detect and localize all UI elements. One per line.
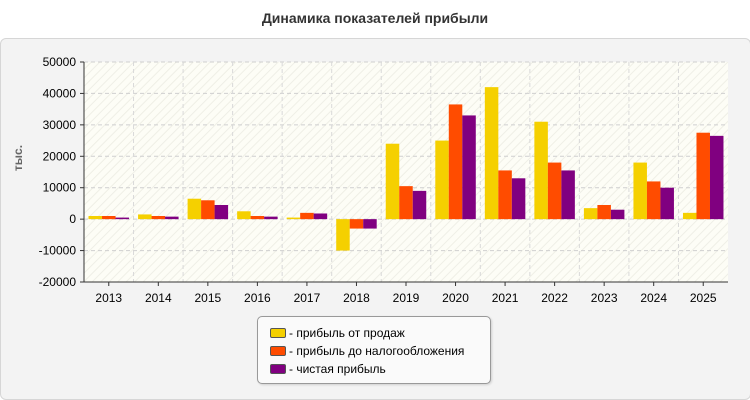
bar — [102, 216, 116, 220]
x-tick-label: 2017 — [294, 291, 321, 305]
bars-layer — [88, 87, 724, 251]
bar — [696, 132, 710, 220]
plot-area — [84, 62, 728, 282]
x-tick-label: 2025 — [690, 291, 717, 305]
bar — [115, 217, 130, 220]
bar — [511, 178, 526, 220]
bar — [646, 181, 661, 220]
labels-layer: 50000 40000 30000 20000 10000 0 -10000 -20000 20… — [39, 55, 717, 305]
legend-label-pretax: - прибыль до налогообложения — [289, 344, 465, 358]
legend-swatch-net — [270, 364, 286, 374]
axis-layer — [80, 61, 728, 286]
legend-item-sales: - прибыль от продаж — [270, 325, 405, 341]
y-tick-label: 10000 — [43, 181, 77, 195]
bar — [534, 121, 548, 220]
y-tick-label: 0 — [69, 212, 76, 226]
bar — [399, 186, 413, 220]
legend-swatch-pretax — [270, 346, 286, 356]
x-tick-label: 2022 — [541, 291, 568, 305]
bar — [448, 104, 463, 220]
x-tick-label: 2018 — [343, 291, 370, 305]
y-tick-label: -20000 — [39, 275, 77, 289]
bar — [237, 211, 251, 220]
y-axis-label: тыс. — [11, 145, 25, 171]
x-tick-label: 2013 — [95, 291, 122, 305]
x-tick-label: 2016 — [244, 291, 271, 305]
bar — [462, 115, 476, 220]
bar — [313, 213, 328, 220]
chart-title: Динамика показателей прибыли — [261, 10, 489, 26]
bar — [660, 187, 674, 220]
bar — [286, 217, 301, 220]
bar — [412, 190, 427, 220]
bar — [336, 219, 350, 251]
bar — [250, 216, 265, 220]
bar — [583, 208, 598, 220]
x-tick-label: 2015 — [194, 291, 221, 305]
bar — [633, 162, 647, 220]
bar — [484, 87, 499, 220]
y-tick-label: 30000 — [43, 118, 77, 132]
y-tick-label: 50000 — [43, 55, 77, 69]
bar — [201, 200, 215, 220]
bar — [214, 205, 229, 220]
legend-item-net: - чистая прибыль — [270, 361, 386, 377]
bar — [385, 143, 400, 220]
legend-swatch-sales — [270, 328, 286, 338]
bar — [435, 140, 449, 220]
bar — [561, 170, 575, 220]
y-tick-label: 20000 — [43, 149, 77, 163]
x-tick-label: 2014 — [145, 291, 172, 305]
bar — [498, 170, 512, 220]
legend-label-sales: - прибыль от продаж — [289, 326, 405, 340]
bar — [151, 216, 166, 220]
x-tick-label: 2020 — [442, 291, 469, 305]
bar — [138, 214, 152, 220]
y-tick-label: 40000 — [43, 86, 77, 100]
legend: - прибыль от продаж - прибыль до налогоо… — [257, 316, 491, 384]
bar — [682, 212, 697, 220]
bar — [597, 205, 611, 220]
bar — [709, 135, 724, 220]
bar — [547, 162, 562, 220]
bar — [349, 219, 364, 229]
bar — [264, 216, 278, 220]
x-tick-label: 2021 — [492, 291, 519, 305]
x-tick-label: 2023 — [591, 291, 618, 305]
bar — [187, 198, 202, 220]
bar — [610, 209, 625, 220]
bar — [165, 216, 179, 220]
bar — [88, 216, 103, 220]
y-tick-label: -10000 — [39, 244, 77, 258]
bar — [300, 212, 314, 220]
legend-item-pretax: - прибыль до налогообложения — [270, 343, 464, 359]
x-tick-label: 2019 — [393, 291, 420, 305]
bar — [363, 219, 377, 229]
x-tick-label: 2024 — [640, 291, 667, 305]
legend-label-net: - чистая прибыль — [289, 362, 386, 376]
